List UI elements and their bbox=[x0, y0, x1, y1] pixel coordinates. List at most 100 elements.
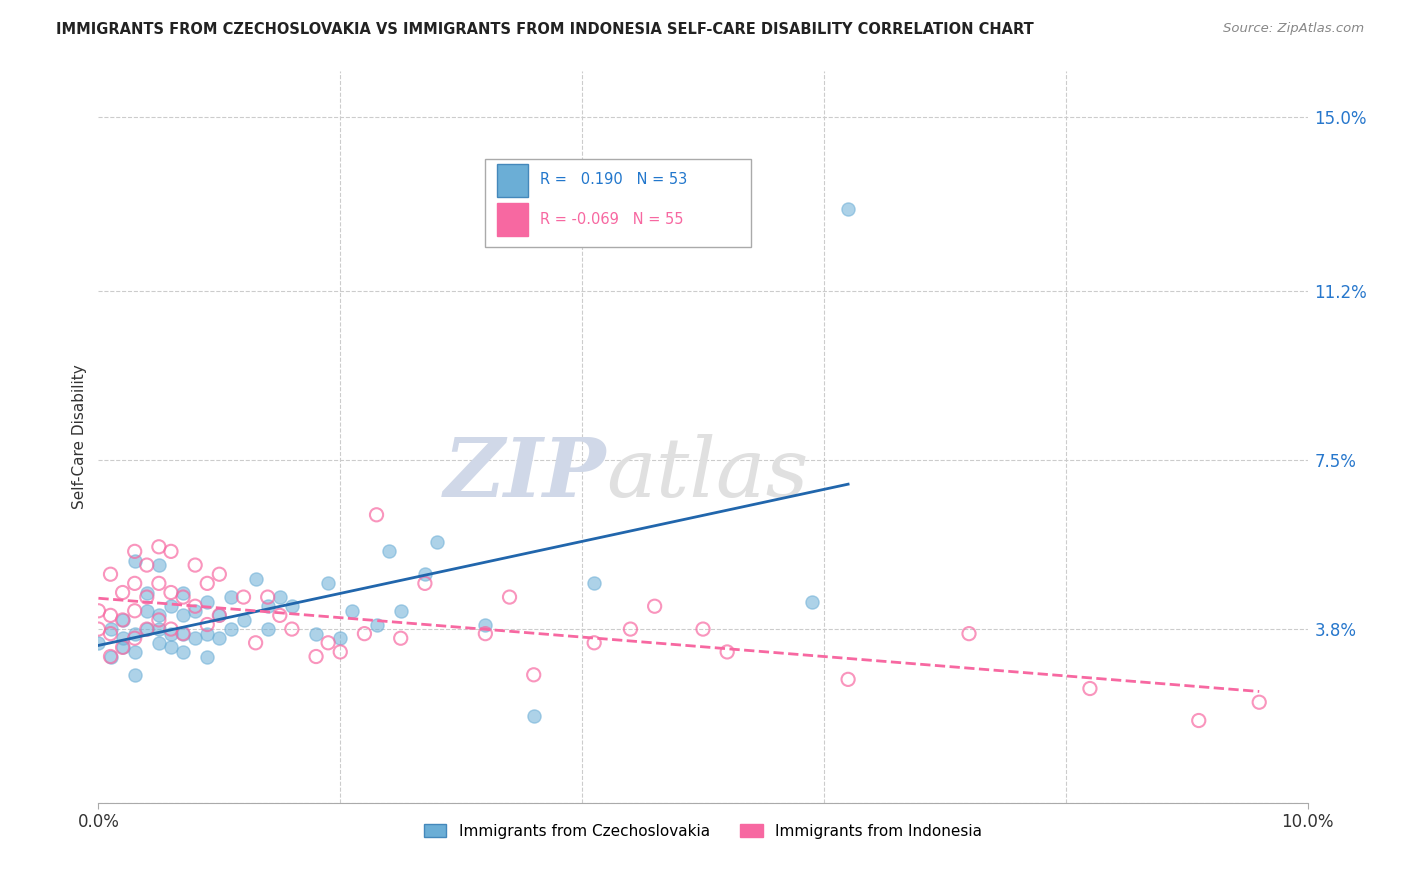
Bar bbox=[498, 164, 527, 197]
Point bbox=[1078, 681, 1101, 696]
Point bbox=[221, 622, 243, 636]
Point bbox=[305, 649, 328, 664]
Point bbox=[377, 544, 399, 558]
Point bbox=[342, 604, 364, 618]
Point bbox=[160, 626, 183, 640]
Point bbox=[195, 576, 218, 591]
Point bbox=[195, 595, 218, 609]
Text: ZIP: ZIP bbox=[444, 434, 606, 514]
Point bbox=[389, 632, 412, 646]
Point bbox=[208, 608, 231, 623]
Point bbox=[269, 608, 291, 623]
Point bbox=[135, 604, 157, 618]
Point bbox=[172, 626, 194, 640]
Point bbox=[619, 622, 641, 636]
Point bbox=[124, 553, 146, 567]
Point bbox=[135, 590, 157, 604]
Y-axis label: Self-Care Disability: Self-Care Disability bbox=[72, 365, 87, 509]
Point bbox=[281, 622, 304, 636]
Point bbox=[957, 626, 980, 640]
Point bbox=[124, 576, 146, 591]
Point bbox=[256, 599, 278, 614]
Point bbox=[160, 599, 183, 614]
Point bbox=[195, 626, 218, 640]
Point bbox=[232, 613, 254, 627]
Text: R =   0.190   N = 53: R = 0.190 N = 53 bbox=[540, 172, 688, 187]
Point bbox=[583, 576, 606, 591]
Point bbox=[87, 636, 110, 650]
Point bbox=[232, 590, 254, 604]
Point bbox=[269, 590, 291, 604]
Point bbox=[366, 617, 388, 632]
Text: Source: ZipAtlas.com: Source: ZipAtlas.com bbox=[1223, 22, 1364, 36]
Point bbox=[353, 626, 375, 640]
Point bbox=[100, 567, 122, 582]
Point bbox=[100, 649, 122, 664]
Point bbox=[195, 649, 218, 664]
Point bbox=[316, 636, 339, 650]
Point bbox=[148, 636, 170, 650]
Point bbox=[111, 613, 134, 627]
Point bbox=[111, 640, 134, 655]
Point bbox=[111, 632, 134, 646]
Point bbox=[100, 626, 122, 640]
Text: atlas: atlas bbox=[606, 434, 808, 514]
Point bbox=[87, 622, 110, 636]
Point bbox=[474, 617, 496, 632]
Point bbox=[124, 626, 146, 640]
Point bbox=[583, 636, 606, 650]
Point bbox=[135, 585, 157, 599]
Point bbox=[135, 622, 157, 636]
Point bbox=[160, 640, 183, 655]
Point bbox=[692, 622, 714, 636]
Point bbox=[148, 608, 170, 623]
Point bbox=[148, 622, 170, 636]
Point bbox=[124, 544, 146, 558]
Point bbox=[160, 544, 183, 558]
Point bbox=[184, 604, 207, 618]
Point bbox=[716, 645, 738, 659]
Point bbox=[389, 604, 412, 618]
Point bbox=[316, 576, 339, 591]
Point bbox=[208, 632, 231, 646]
Point bbox=[111, 585, 134, 599]
Point bbox=[413, 567, 436, 582]
Point bbox=[644, 599, 666, 614]
Point bbox=[208, 608, 231, 623]
Point bbox=[124, 645, 146, 659]
Point bbox=[523, 709, 546, 723]
Point bbox=[426, 535, 449, 549]
Point bbox=[1249, 695, 1271, 709]
Point bbox=[172, 585, 194, 599]
Point bbox=[148, 613, 170, 627]
Point bbox=[124, 632, 146, 646]
Point bbox=[124, 604, 146, 618]
FancyBboxPatch shape bbox=[485, 159, 751, 247]
Legend: Immigrants from Czechoslovakia, Immigrants from Indonesia: Immigrants from Czechoslovakia, Immigran… bbox=[416, 816, 990, 847]
Point bbox=[195, 617, 218, 632]
Point bbox=[800, 595, 823, 609]
Point bbox=[148, 540, 170, 554]
Point bbox=[329, 645, 352, 659]
Point bbox=[100, 622, 122, 636]
Point bbox=[172, 626, 194, 640]
Point bbox=[160, 585, 183, 599]
Point bbox=[184, 632, 207, 646]
Point bbox=[498, 590, 520, 604]
Point bbox=[172, 645, 194, 659]
Point bbox=[1188, 714, 1211, 728]
Point bbox=[100, 649, 122, 664]
Point bbox=[366, 508, 388, 522]
Point bbox=[87, 604, 110, 618]
Point bbox=[256, 590, 278, 604]
Point bbox=[111, 613, 134, 627]
Point bbox=[413, 576, 436, 591]
Point bbox=[135, 558, 157, 573]
Point bbox=[523, 667, 546, 681]
Point bbox=[111, 640, 134, 655]
Point bbox=[148, 558, 170, 573]
Point bbox=[184, 599, 207, 614]
Point bbox=[245, 572, 267, 586]
Point bbox=[245, 636, 267, 650]
Point bbox=[474, 626, 496, 640]
